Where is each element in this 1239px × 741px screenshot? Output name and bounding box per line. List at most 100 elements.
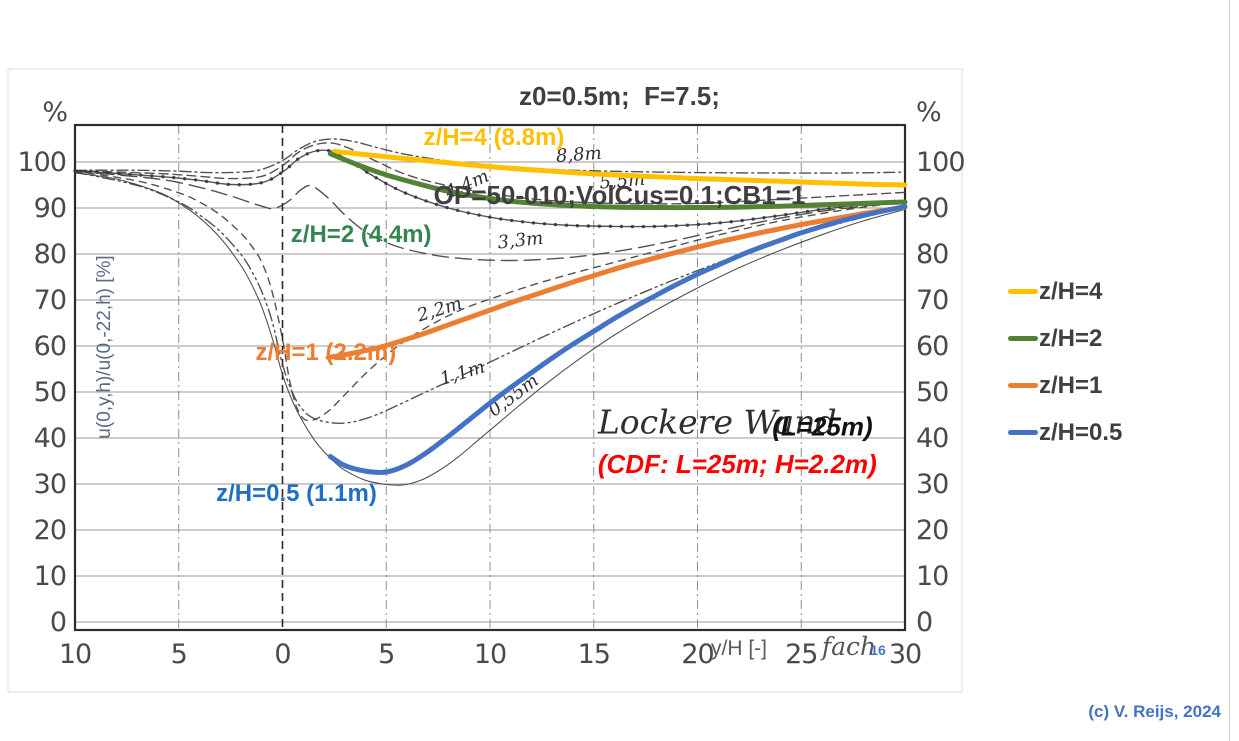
curve-marker <box>827 206 831 211</box>
curve-label-scan-0.55m: 0,55m <box>485 370 543 421</box>
curve-marker <box>509 218 514 223</box>
x-tick-label: 10 <box>474 639 506 670</box>
y-tick-label-right: 40 <box>916 423 948 454</box>
x-tick-label: 25 <box>785 639 817 670</box>
x-tick-label: 20 <box>681 639 713 670</box>
curve-label-scan-8.8m: 8,8m <box>555 143 602 167</box>
curve-marker <box>117 171 121 176</box>
curve-marker <box>499 217 503 221</box>
unit-right-label: % <box>916 97 941 128</box>
y-tick-label-left: 30 <box>34 469 66 500</box>
curve-cfd-zH0.5 <box>327 204 908 475</box>
legend: z/H=4 z/H=2 z/H=1 z/H=0.5 <box>1008 268 1122 456</box>
legend-swatch-zh1 <box>1008 383 1038 388</box>
curve-scan-0.55m <box>74 172 906 486</box>
annotation-label-L25: (L=25m) <box>772 412 872 442</box>
annotation-label-lockere: Lockere Wand <box>597 402 837 441</box>
legend-item-zh05: z/H=0.5 <box>1008 409 1122 456</box>
y-tick-label-right: 20 <box>916 515 948 546</box>
y-tick-label-left: 60 <box>34 331 66 362</box>
curve-marker <box>393 186 398 191</box>
y-axis-label: u(0,y,h)/u(0,-22,h) [%] <box>94 255 115 439</box>
curve-marker <box>384 181 388 185</box>
x-tick-label: 15 <box>578 639 610 670</box>
y-tick-label-right: 70 <box>916 285 948 316</box>
curve-marker <box>619 224 624 229</box>
legend-label-zh4: z/H=4 <box>1039 277 1103 305</box>
y-tick-label-left: 80 <box>34 239 66 270</box>
legend-item-zh2: z/H=2 <box>1008 315 1122 362</box>
curve-marker <box>226 182 230 187</box>
curve-marker <box>784 212 788 217</box>
curve-marker <box>520 220 525 224</box>
legend-swatch-zh4 <box>1008 289 1038 294</box>
annotation-label-zh2: z/H=2 (4.4m) <box>291 221 432 248</box>
annotation-label-zh05: z/H=0.5 (1.1m) <box>216 480 377 507</box>
x-axis-label: y/H [-] <box>711 637 767 660</box>
legend-label-zh05: z/H=0.5 <box>1039 418 1123 446</box>
legend-item-zh1: z/H=1 <box>1008 362 1122 409</box>
plot-border <box>73 123 907 632</box>
x-tick-label: 5 <box>171 639 187 670</box>
curve-marker <box>718 221 722 225</box>
y-tick-label-left: 40 <box>34 423 66 454</box>
legend-item-zh4: z/H=4 <box>1008 268 1122 315</box>
chart-title-line2: OP=50-010;VolCus=0.1;CB1=1 <box>433 180 806 210</box>
annotation-page-number: 16 <box>870 642 886 658</box>
curve-marker <box>269 177 274 181</box>
curve-marker <box>193 178 198 182</box>
annotation-label-fach: fach <box>820 632 876 661</box>
y-tick-label-right: 0 <box>916 607 932 638</box>
curve-marker <box>751 217 755 221</box>
curve-marker <box>150 174 154 178</box>
curve-marker <box>172 175 176 180</box>
y-tick-label-left: 10 <box>34 561 66 592</box>
curve-marker <box>795 211 799 215</box>
curve-scan-3.3m <box>74 170 906 262</box>
curve-marker <box>287 164 292 169</box>
y-tick-label-left: 90 <box>34 193 66 224</box>
scan-edge <box>7 68 963 693</box>
curve-marker <box>434 202 439 207</box>
curve-marker <box>455 208 460 213</box>
y-tick-label-left: 100 <box>17 147 66 178</box>
curve-marker <box>674 224 679 228</box>
curve-marker <box>531 221 536 225</box>
legend-label-zh2: z/H=2 <box>1039 324 1103 352</box>
curve-marker <box>586 224 591 228</box>
curve-scan-1.1m <box>74 171 906 425</box>
curve-marker <box>365 170 369 174</box>
curve-marker <box>248 182 252 186</box>
x-tick-label: 30 <box>889 639 921 670</box>
unit-left-label: % <box>42 97 67 128</box>
curve-marker <box>696 222 701 227</box>
annotation-label-zh1: z/H=1 (2.2m) <box>256 339 397 366</box>
curve-marker <box>215 181 220 185</box>
curve-marker <box>597 224 602 228</box>
curve-marker <box>477 213 481 217</box>
curve-marker <box>403 191 408 195</box>
curve-marker <box>762 216 766 220</box>
curve-marker <box>139 173 143 177</box>
curve-marker <box>630 224 635 229</box>
y-tick-label-right: 30 <box>916 469 948 500</box>
curve-scan-2.2m <box>74 170 906 422</box>
y-tick-label-right: 80 <box>916 239 948 270</box>
curve-cfd-zH4 <box>331 148 908 188</box>
curve-marker <box>652 224 657 229</box>
curve-marker <box>805 209 810 214</box>
curve-marker <box>663 224 668 228</box>
curve-marker <box>279 171 283 175</box>
curve-marker <box>445 205 449 210</box>
curve-marker <box>424 199 428 203</box>
curve-marker <box>204 179 209 184</box>
curve-marker <box>305 152 309 156</box>
curve-marker <box>553 222 558 227</box>
x-tick-label: 10 <box>59 639 91 670</box>
y-tick-label-right: 50 <box>916 377 948 408</box>
curve-marker <box>564 223 569 227</box>
y-tick-label-right: 90 <box>916 193 948 224</box>
curve-marker <box>488 215 492 219</box>
curve-marker <box>237 183 241 187</box>
curve-marker <box>296 157 300 161</box>
